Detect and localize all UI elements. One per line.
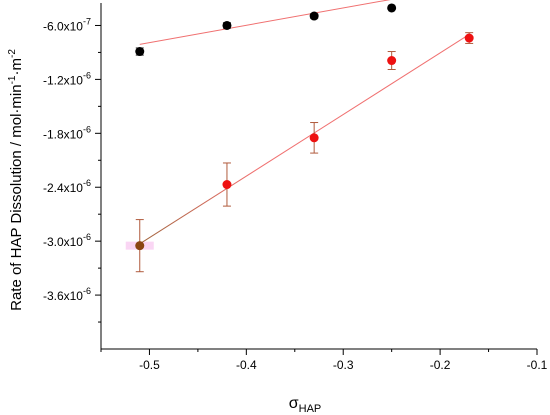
data-point xyxy=(222,180,232,190)
data-point xyxy=(222,20,232,30)
data-point xyxy=(464,33,474,43)
data-point xyxy=(387,56,397,66)
y-tick-label-mantissa: -6.0x10 xyxy=(43,19,83,33)
x-tick-label: -0.5 xyxy=(139,358,160,372)
y-tick-label-mantissa: -1.8x10 xyxy=(43,127,83,141)
y-tick-label-exponent: -6 xyxy=(83,70,91,80)
y-axis-title-text: Rate of HAP Dissolution / mol·min xyxy=(8,84,25,310)
data-point xyxy=(135,47,145,57)
y-axis-title-text: ·m xyxy=(8,58,25,76)
y-tick-label-mantissa: -3.0x10 xyxy=(43,235,83,249)
x-tick-label: -0.4 xyxy=(236,358,257,372)
fit-line xyxy=(139,0,391,45)
x-tick-label: -0.1 xyxy=(527,358,548,372)
x-axis-title-main: σ xyxy=(289,395,299,412)
y-tick-label-exponent: -6 xyxy=(83,232,91,242)
data-point xyxy=(309,133,319,143)
y-tick-label: -3.0x10-6 xyxy=(43,232,91,249)
x-axis-title-sub: HAP xyxy=(299,403,322,415)
y-tick-label: -6.0x10-7 xyxy=(43,16,91,33)
y-tick-label: -3.6x10-6 xyxy=(43,286,91,303)
data-point xyxy=(135,241,145,251)
plot-area xyxy=(125,0,474,273)
y-tick-label-exponent: -6 xyxy=(83,286,91,296)
y-tick-label: -1.2x10-6 xyxy=(43,70,91,87)
y-tick-label: -2.4x10-6 xyxy=(43,178,91,195)
y-tick-label-exponent: -6 xyxy=(83,178,91,188)
y-tick-label-exponent: -7 xyxy=(83,16,91,26)
y-axis-title-superscript: -2 xyxy=(7,49,18,58)
axes xyxy=(100,3,537,350)
y-tick-label-mantissa: -1.2x10 xyxy=(43,73,83,87)
y-tick-label: -1.8x10-6 xyxy=(43,124,91,141)
data-point xyxy=(387,3,397,13)
tick-labels: -0.5 -0.4 -0.3 -0.2 -0.1-6.0x10-7-1.2x10-6-1… xyxy=(43,16,548,372)
x-tick-label: -0.3 xyxy=(333,358,354,372)
x-tick-label: -0.2 xyxy=(430,358,451,372)
y-axis-title: Rate of HAP Dissolution / mol·min-1·m-2 xyxy=(7,49,25,311)
x-axis-title: σHAP xyxy=(289,395,322,415)
y-tick-label-exponent: -6 xyxy=(83,124,91,134)
y-axis-title-superscript: -1 xyxy=(7,75,18,84)
y-tick-label-mantissa: -2.4x10 xyxy=(43,181,83,195)
fit-line xyxy=(139,34,470,245)
y-tick-label-mantissa: -3.6x10 xyxy=(43,289,83,303)
data-point xyxy=(309,11,319,21)
tick-marks xyxy=(95,24,538,355)
